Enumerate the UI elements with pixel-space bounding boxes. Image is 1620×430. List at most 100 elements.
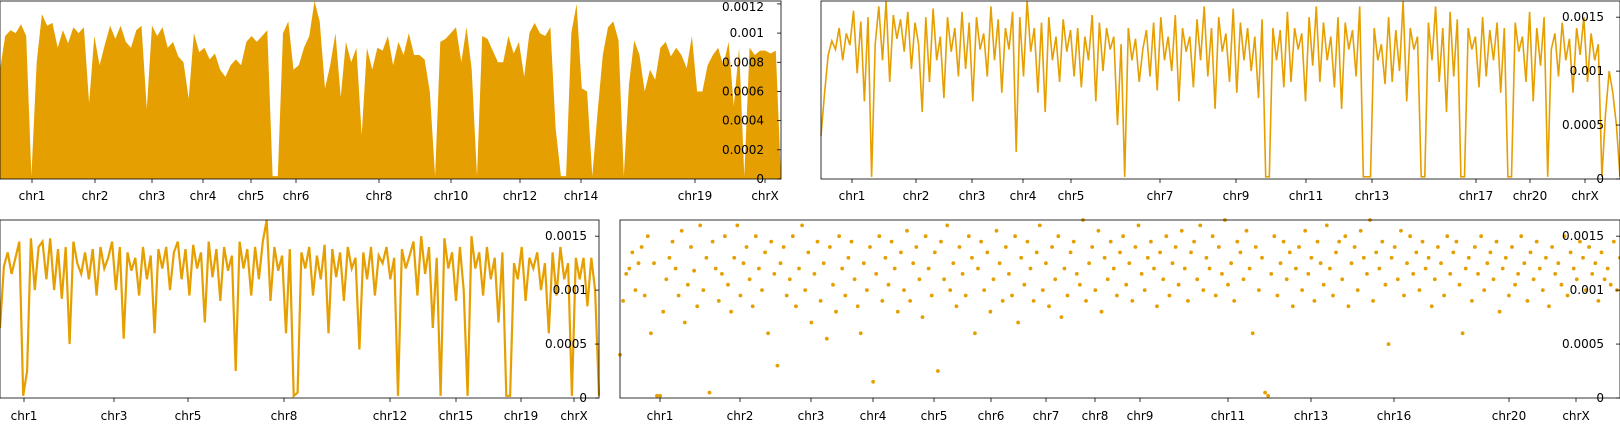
scatter-point [1377,266,1382,271]
scatter-point [1349,261,1354,266]
scatter-point [1522,261,1527,266]
x-tick-label: chr12 [503,189,537,203]
scatter-point [1232,299,1237,303]
scatter-point [874,272,879,276]
scatter-point [1405,261,1409,266]
scatter-point [1068,250,1073,255]
scatter-point [1380,239,1385,244]
scatter-point [1278,261,1283,266]
scatter-point [763,250,767,255]
scatter-point [655,393,659,398]
scatter-point [939,239,943,244]
scatter-point [1562,234,1567,239]
scatter-point [1568,250,1573,255]
scatter-point [1000,299,1005,303]
scatter-point [1352,245,1357,249]
scatter-point [744,245,749,249]
scatter-point [679,228,684,233]
y-tick-label: 0.0015 [1562,229,1604,243]
scatter-point [686,282,690,287]
y-tick-label: 0 [579,391,587,405]
scatter-point [1170,261,1175,266]
scatter-point [843,293,848,298]
x-tick-label: chr1 [19,189,46,203]
scatter-point [991,277,996,282]
plot-frame [0,0,782,180]
scatter-point [1473,245,1477,249]
scatter-point [954,304,959,309]
scatter-point [775,363,780,368]
scatter-point [704,255,709,260]
scatter-point [713,266,718,271]
x-tick-label: chr12 [373,409,407,423]
scatter-point [750,304,755,309]
y-tick-label: 0.0002 [722,143,764,157]
scatter-point [880,299,885,303]
scatter-point [1136,223,1141,228]
scatter-point [979,239,983,244]
scatter-point [1460,331,1465,336]
scatter-point [1044,261,1048,266]
scatter-point [1599,250,1604,255]
scatter-point [772,272,777,276]
scatter-point [905,228,909,233]
scatter-point [627,266,632,271]
scatter-point [1281,239,1286,244]
scatter-point [1466,255,1471,260]
scatter-point [889,239,894,244]
scatter-point [1553,272,1558,276]
scatter-point [787,277,792,282]
y-tick-label: 0.0005 [545,337,587,351]
scatter-point [806,250,811,255]
scatter-point [1389,255,1394,260]
x-tick-label: chr15 [439,409,473,423]
x-tick-label: chr11 [1289,189,1323,203]
chart-panel-2: 0 0.0005 0.001 0.0015 chr1 chr2 chr3 chr4 chr5 ch… [820,0,1620,203]
scatter-point [1309,255,1314,260]
scatter-point [1355,288,1360,292]
scatter-point [621,299,625,303]
y-tick-label: 0.0004 [722,114,764,128]
scatter-point [840,266,845,271]
scatter-point [1207,266,1212,271]
scatter-point [908,299,912,303]
scatter-point [1266,393,1270,398]
scatter-point [1250,331,1255,336]
scatter-point [1290,304,1295,309]
scatter-point [1420,239,1425,244]
x-tick-label: chr2 [903,189,930,203]
scatter-point [1263,390,1267,395]
scatter-point [652,261,656,266]
scatter-point [1516,272,1520,276]
scatter-point [923,234,928,239]
scatter-point [1003,245,1008,249]
scatter-point [1155,304,1159,309]
scatter-point [994,228,999,233]
scatter-point [985,250,990,255]
scatter-point [988,309,993,314]
scatter-point [1432,277,1437,282]
scatter-point [1152,266,1156,271]
scatter-point [1186,299,1190,303]
scatter-point [1053,277,1058,282]
scatter-point [855,304,860,309]
x-tick-label: chr3 [798,409,825,423]
scatter-point [1371,299,1375,303]
scatter-point [676,293,681,298]
scatter-point [769,239,774,244]
x-tick-label: chr8 [366,189,393,203]
scatter-point [1229,261,1233,266]
scatter-point [667,255,672,260]
x-tick-label: chr19 [678,189,712,203]
scatter-point [1074,272,1079,276]
scatter-point [852,277,857,282]
x-tick-label: chrX [751,189,778,203]
scatter-point [649,331,653,336]
y-tick-label: 0.001 [1570,64,1604,78]
y-tick-label: 0.0006 [722,84,764,98]
scatter-point [1050,245,1054,249]
line-series [0,219,601,399]
scatter-point [1284,277,1289,282]
scatter-point [1216,245,1221,249]
